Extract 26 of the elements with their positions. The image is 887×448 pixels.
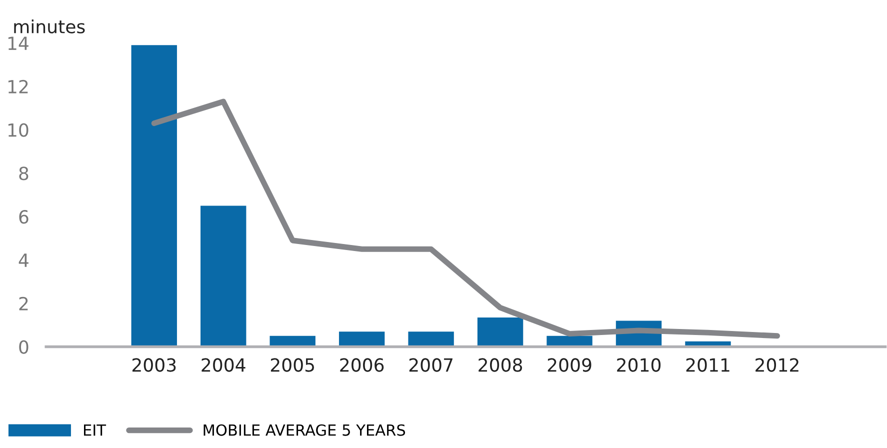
legend-label: EIT: [84, 424, 106, 436]
bar: [338, 332, 385, 347]
x-tick-label: 2008: [478, 358, 522, 372]
y-tick-label: 10: [8, 123, 28, 137]
bar: [408, 332, 454, 347]
x-tick-label: 2006: [340, 358, 384, 372]
y-tick-label: 8: [19, 166, 28, 180]
x-tick-label: 2005: [270, 358, 314, 372]
x-tick-label: 2007: [409, 358, 452, 372]
y-tick-label: 2: [19, 296, 28, 310]
y-axis-title: minutes: [14, 19, 85, 34]
bar: [131, 45, 177, 347]
x-tick-label: 2012: [756, 358, 798, 372]
x-tick-label: 2009: [548, 358, 592, 372]
x-tick-label: 2004: [202, 358, 246, 372]
y-tick-label: 4: [18, 254, 28, 267]
bar: [200, 206, 246, 347]
y-tick-label: 12: [8, 80, 28, 94]
y-tick-label: 14: [8, 36, 28, 50]
x-tick-label: 2003: [132, 358, 176, 372]
bar: [477, 317, 524, 347]
x-tick-label: 2010: [617, 358, 661, 372]
x-tick-label: 2011: [686, 358, 730, 372]
y-tick-label: 6: [19, 210, 28, 224]
y-tick-label: 0: [19, 340, 28, 354]
legend-label: MOBILE AVERAGE 5 YEARS: [204, 424, 406, 436]
